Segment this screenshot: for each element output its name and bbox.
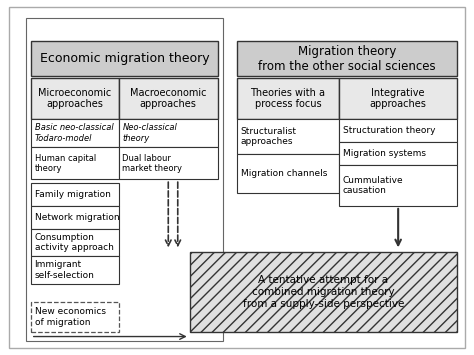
Bar: [31, 256, 118, 284]
Bar: [118, 119, 218, 147]
Text: Economic migration theory: Economic migration theory: [40, 52, 209, 65]
Text: Theories with a
process focus: Theories with a process focus: [250, 88, 326, 109]
Text: Consumption
activity approach: Consumption activity approach: [35, 233, 113, 252]
Text: Migration systems: Migration systems: [343, 149, 426, 158]
Bar: [31, 78, 118, 119]
Text: Network migration: Network migration: [35, 213, 119, 222]
Bar: [237, 154, 339, 193]
Bar: [31, 229, 118, 256]
Bar: [339, 78, 457, 119]
Bar: [118, 78, 218, 119]
Text: Microeconomic
approaches: Microeconomic approaches: [38, 88, 111, 109]
Text: New economics
of migration: New economics of migration: [35, 307, 106, 327]
Bar: [31, 183, 118, 206]
Text: Migration theory
from the other social sciences: Migration theory from the other social s…: [258, 45, 436, 72]
Bar: [237, 119, 339, 154]
Text: Basic neo-classical
Todaro-model: Basic neo-classical Todaro-model: [35, 124, 113, 143]
Bar: [190, 252, 457, 332]
Text: Macroeconomic
approaches: Macroeconomic approaches: [130, 88, 207, 109]
Bar: [26, 18, 223, 341]
Text: Migration channels: Migration channels: [241, 169, 327, 179]
Text: Dual labour
market theory: Dual labour market theory: [122, 154, 182, 173]
Bar: [31, 119, 118, 147]
Bar: [31, 302, 118, 332]
Bar: [339, 165, 457, 206]
Bar: [31, 41, 218, 76]
Text: Neo-classical
theory: Neo-classical theory: [122, 124, 177, 143]
Bar: [118, 147, 218, 179]
Text: Integrative
approaches: Integrative approaches: [370, 88, 427, 109]
Bar: [31, 147, 118, 179]
Bar: [339, 119, 457, 142]
Text: A tentative attempt for a
combined migration theory
from a supply-side perspecti: A tentative attempt for a combined migra…: [243, 275, 404, 308]
Text: Family migration: Family migration: [35, 190, 110, 199]
Bar: [339, 142, 457, 165]
Text: Human capital
theory: Human capital theory: [35, 154, 96, 173]
Text: Structuralist
approaches: Structuralist approaches: [241, 127, 297, 146]
Text: Immigrant
self-selection: Immigrant self-selection: [35, 260, 94, 279]
Bar: [31, 206, 118, 229]
Bar: [237, 41, 457, 76]
Text: Structuration theory: Structuration theory: [343, 126, 435, 135]
Text: Cummulative
causation: Cummulative causation: [343, 176, 403, 195]
Bar: [237, 78, 339, 119]
